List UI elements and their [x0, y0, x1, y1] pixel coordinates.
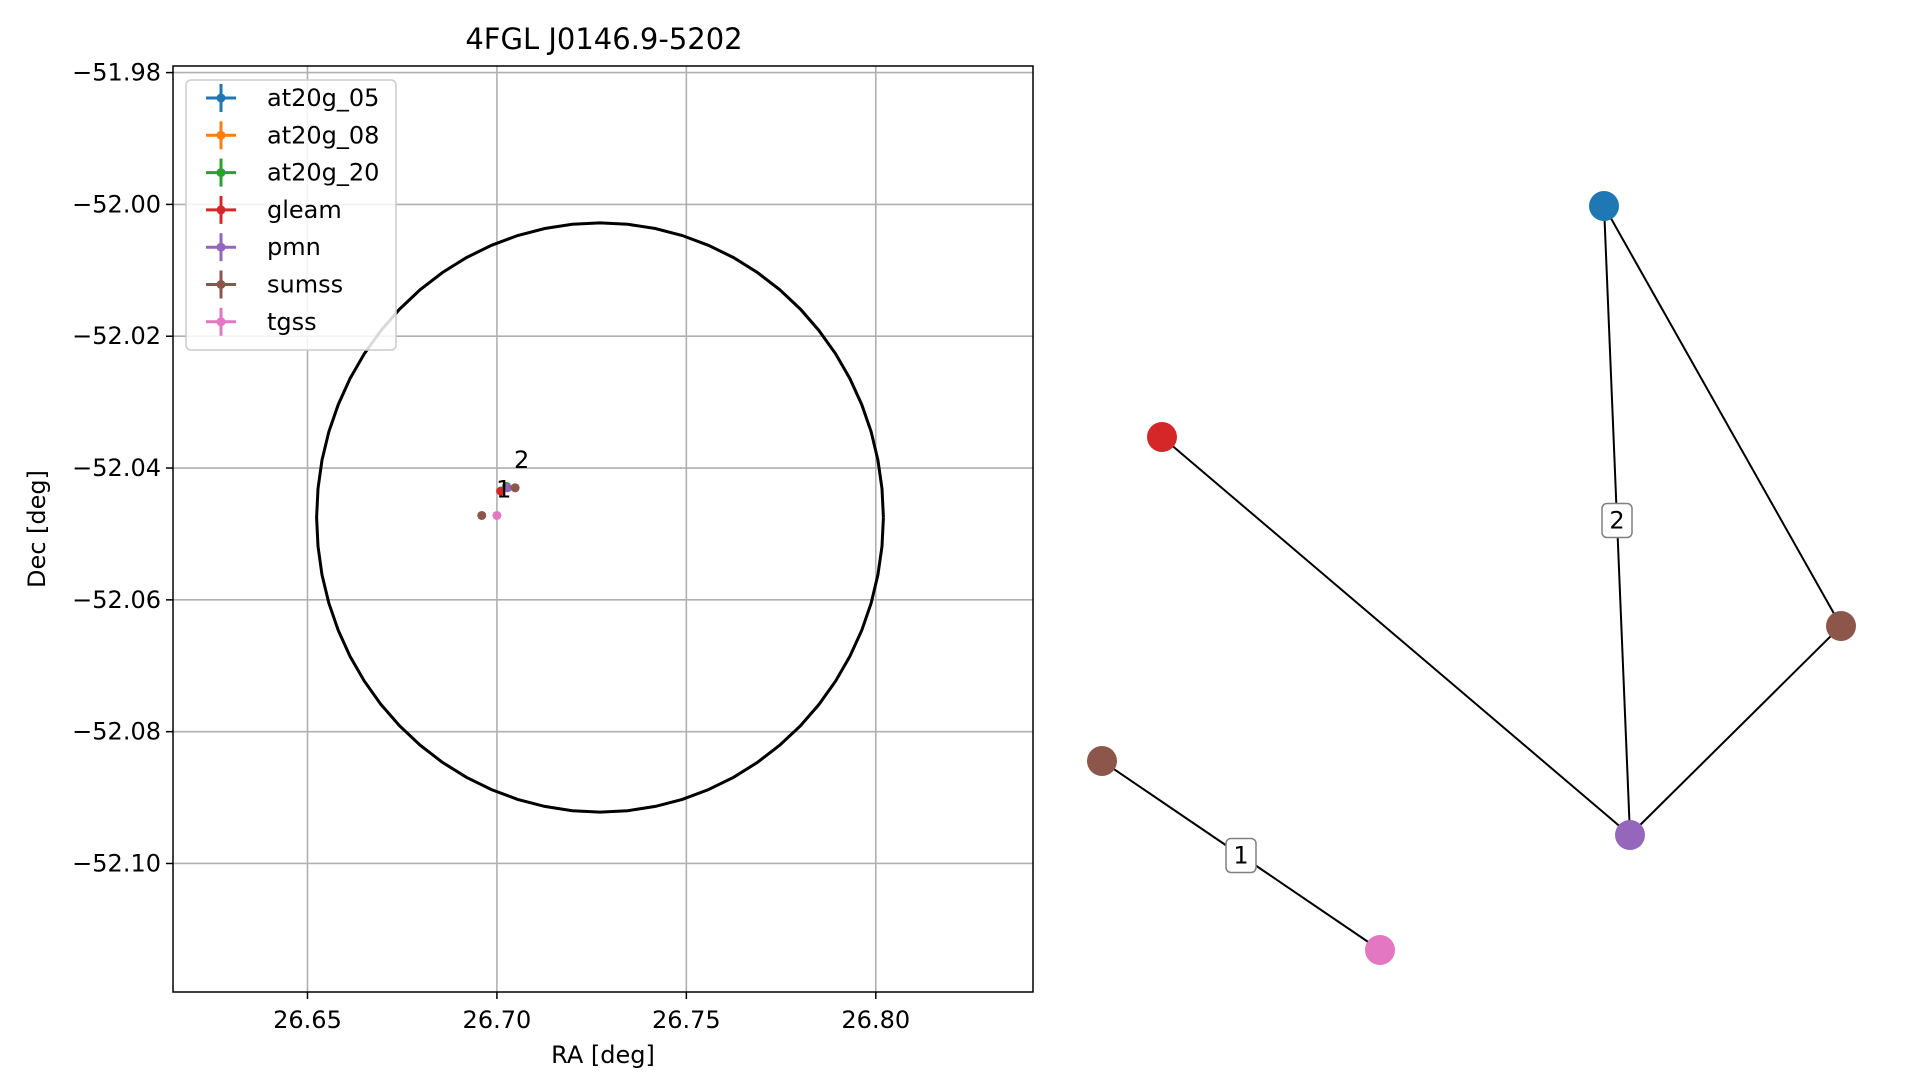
node-red	[1147, 422, 1177, 452]
plot-frame	[172, 65, 1034, 993]
point-tgss	[492, 510, 502, 520]
network-nodes	[1087, 191, 1856, 965]
x-axis-label: RA [deg]	[551, 1041, 655, 1069]
edge-label: 2	[1601, 502, 1633, 539]
y-tick-label: −52.08	[72, 718, 161, 746]
y-tick-label: −52.06	[72, 586, 161, 614]
y-tick-label: −52.04	[72, 454, 161, 482]
legend-marker-dot	[216, 242, 226, 252]
chart-title: 4FGL J0146.9-5202	[465, 22, 742, 56]
legend-box	[185, 79, 397, 351]
legend-label: at20g_05	[267, 84, 379, 112]
edge-label-box	[1225, 837, 1257, 874]
edge-label-text: 2	[1609, 507, 1624, 535]
edge-blue-brown-right	[1603, 205, 1842, 627]
edge-red-purple	[1161, 436, 1631, 836]
legend-entry-at20g_08: at20g_08	[206, 121, 379, 150]
node-blue	[1589, 191, 1619, 221]
node-brown-left	[1087, 746, 1117, 776]
network-edges	[1101, 205, 1842, 951]
x-tick-label: 26.80	[841, 1006, 910, 1034]
legend-entry-tgss: tgss	[206, 307, 317, 336]
legend-label: gleam	[267, 196, 342, 224]
edge-brown-right-purple	[1629, 625, 1842, 836]
legend-marker-dot	[216, 93, 226, 103]
legend-marker-dot	[216, 280, 226, 289]
axis-ticks: 26.65 26.70 26.75 26.80 −51.98 −52.00 −52.02 −5…	[72, 59, 910, 1034]
legend-label: sumss	[267, 271, 343, 299]
node-pink	[1365, 935, 1395, 965]
legend-label: at20g_08	[267, 121, 379, 149]
point-pmn	[503, 483, 513, 493]
legend-entry-gleam: gleam	[206, 195, 342, 224]
legend-entry-at20g_05: at20g_05	[206, 84, 379, 112]
edge-label: 1	[1225, 837, 1257, 874]
x-tick-label: 26.65	[273, 1006, 342, 1034]
uncertainty-ellipse	[315, 221, 885, 814]
point-sumss	[477, 510, 487, 520]
y-axis-label: Dec [deg]	[23, 470, 51, 588]
legend-label: at20g_20	[267, 159, 379, 187]
point-sumss	[510, 483, 520, 493]
legend-entry-at20g_20: at20g_20	[206, 158, 379, 187]
legend-marker-dot	[216, 205, 226, 215]
network-panel: 21	[1087, 191, 1856, 965]
legend-entry-pmn: pmn	[206, 233, 321, 262]
legend-label: tgss	[267, 308, 317, 336]
legend-marker-dot	[216, 168, 226, 178]
y-tick-label: −52.00	[72, 190, 161, 218]
data-points	[477, 481, 520, 520]
legend-label: pmn	[267, 233, 321, 261]
point-annotation: 2	[514, 446, 529, 474]
scatter-panel: 4FGL J0146.9-5202 21 26.65 26.70 26.75 26.8…	[23, 22, 1034, 1069]
edge-label-box	[1601, 502, 1633, 539]
y-tick-label: −52.10	[72, 849, 161, 877]
point-gleam	[496, 486, 506, 496]
y-tick-label: −51.98	[72, 59, 161, 87]
ellipse-path	[315, 221, 885, 814]
edge-label-text: 1	[1233, 842, 1248, 870]
legend-marker-dot	[216, 317, 226, 327]
node-brown-right	[1826, 611, 1856, 641]
node-purple	[1615, 820, 1645, 850]
legend-marker-dot	[216, 130, 226, 140]
x-tick-label: 26.75	[652, 1006, 721, 1034]
network-edge-labels: 21	[1225, 502, 1633, 874]
y-tick-label: −52.02	[72, 322, 161, 350]
legend-entry-sumss: sumss	[206, 270, 343, 299]
x-tick-label: 26.70	[463, 1006, 532, 1034]
annotations: 21	[496, 446, 529, 504]
point-annotation: 1	[496, 476, 511, 504]
